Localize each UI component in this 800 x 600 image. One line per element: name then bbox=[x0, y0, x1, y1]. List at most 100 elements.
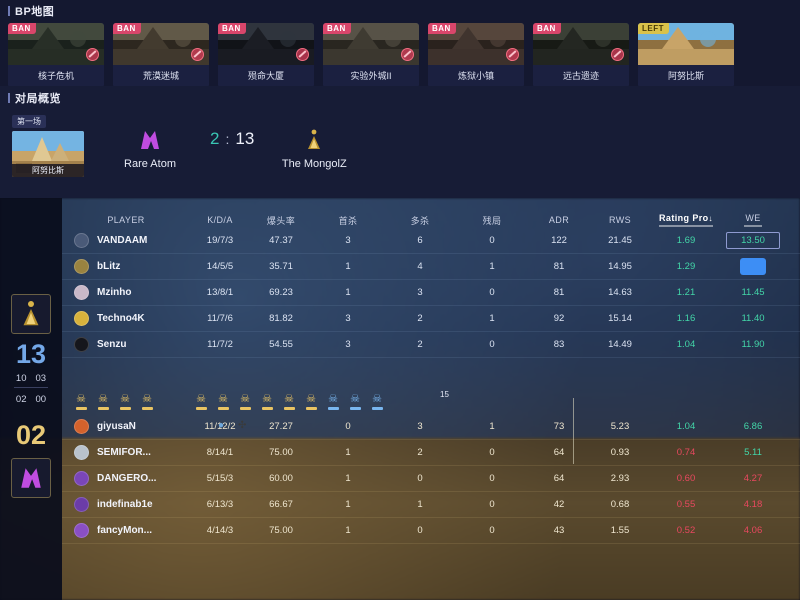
player-cell[interactable]: SEMIFOR... bbox=[62, 445, 190, 460]
timeline-round-3[interactable]: ☠ bbox=[136, 394, 158, 410]
rws-value: 21.45 bbox=[608, 235, 632, 246]
header-rws[interactable]: RWS bbox=[608, 215, 632, 225]
we-value: 6.86 bbox=[743, 421, 763, 432]
header-headshot-rate[interactable]: 爆头率 bbox=[266, 215, 296, 226]
player-cell[interactable]: DANGERO... bbox=[62, 471, 190, 486]
timeline-round-9[interactable]: ☠ bbox=[256, 394, 278, 410]
kda-value: 11/7/6 bbox=[207, 313, 233, 324]
we-cell bbox=[722, 258, 784, 275]
table-row[interactable]: Mzinho 13/8/1 69.23 1 3 0 81 14.63 1.21 11.45 bbox=[62, 280, 800, 306]
map-status-badge: BAN bbox=[323, 23, 351, 34]
player-cell[interactable]: Techno4K bbox=[62, 311, 190, 326]
overview-team-left-name: Rare Atom bbox=[124, 158, 176, 170]
header-clutch[interactable]: 残局 bbox=[482, 215, 502, 226]
kda-value: 8/14/1 bbox=[206, 447, 234, 458]
header-player[interactable]: PLAYER bbox=[107, 215, 145, 225]
game-number-tag: 第一场 bbox=[12, 115, 46, 128]
overview-map-thumbnail[interactable]: 阿努比斯 bbox=[12, 131, 84, 177]
timeline-round-12[interactable]: ☠ bbox=[322, 394, 344, 410]
first-kills-value: 1 bbox=[345, 473, 351, 484]
player-cell[interactable]: Mzinho bbox=[62, 285, 190, 300]
stats-table: PLAYER K/D/A 爆头率 首杀 多杀 残局 ADR RWS Rating… bbox=[62, 198, 800, 544]
kda-value: 19/7/3 bbox=[206, 235, 234, 246]
table-row[interactable]: bLitz 14/5/5 35.71 1 4 1 81 14.95 1.29 bbox=[62, 254, 800, 280]
player-cell[interactable]: VANDAAM bbox=[62, 233, 190, 248]
map-card-4[interactable]: BAN 炼狱小镇 bbox=[428, 23, 524, 87]
round-bar bbox=[75, 407, 87, 410]
rail-mongolz-logo bbox=[11, 294, 51, 334]
overview-score-right: 13 bbox=[235, 128, 255, 148]
rws-value: 5.23 bbox=[610, 421, 630, 432]
header-multi-kills[interactable]: 多杀 bbox=[410, 215, 430, 226]
timeline-round-2[interactable]: ☠ bbox=[114, 394, 136, 410]
we-value: 11.90 bbox=[741, 339, 765, 350]
table-row[interactable]: giyusaN 11/12/2 27.27 0 3 1 73 5.23 1.04 6.86 bbox=[62, 414, 800, 440]
clutch-value: 0 bbox=[489, 339, 495, 350]
sub-blue-icon[interactable]: ● bbox=[218, 420, 225, 431]
we-value-highlight-block[interactable] bbox=[740, 258, 766, 275]
map-status-badge: BAN bbox=[8, 23, 36, 34]
table-row[interactable]: Senzu 11/7/2 54.55 3 2 0 83 14.49 1.04 11.90 bbox=[62, 332, 800, 358]
overview-map-column: 第一场 阿努比斯 bbox=[6, 111, 92, 177]
map-name: 核子危机 bbox=[8, 65, 104, 87]
rws-value: 15.14 bbox=[608, 313, 632, 324]
timeline-round-8[interactable]: ☠ bbox=[234, 394, 256, 410]
map-card-6[interactable]: LEFT 阿努比斯 bbox=[638, 23, 734, 87]
rail-rare-atom-logo bbox=[11, 457, 51, 498]
header-rating-pro[interactable]: Rating Pro↓ bbox=[650, 213, 722, 227]
timeline-round-1[interactable]: ☠ bbox=[92, 394, 114, 410]
map-thumbnail: BAN bbox=[113, 23, 209, 65]
header-first-kills[interactable]: 首杀 bbox=[338, 215, 358, 226]
table-row[interactable]: VANDAAM 19/7/3 47.37 3 6 0 122 21.45 1.69 13.50 bbox=[62, 228, 800, 254]
map-thumbnail: BAN bbox=[323, 23, 419, 65]
rail-half-1a: 10 bbox=[15, 373, 27, 385]
overview-team-left[interactable]: Rare Atom bbox=[108, 127, 192, 170]
player-cell[interactable]: indefinab1e bbox=[62, 497, 190, 512]
headshot-rate-value: 35.71 bbox=[269, 261, 293, 272]
timeline-round-7[interactable]: ☠ bbox=[212, 394, 234, 410]
timeline-round-0[interactable]: ☠ bbox=[70, 394, 92, 410]
first-kills-value: 1 bbox=[345, 499, 351, 510]
round-win-icon: ☠ bbox=[372, 393, 382, 405]
header-adr[interactable]: ADR bbox=[548, 215, 570, 225]
rating-pro-value: 1.04 bbox=[676, 421, 696, 432]
header-we[interactable]: WE bbox=[722, 213, 784, 227]
rws-value: 14.49 bbox=[608, 339, 632, 350]
we-cell: 11.45 bbox=[722, 287, 784, 298]
sub-dark-icon[interactable]: ✣ bbox=[238, 420, 247, 431]
timeline-round-13[interactable]: ☠ bbox=[344, 394, 366, 410]
player-cell[interactable]: fancyMon... bbox=[62, 523, 190, 538]
we-value-selected[interactable]: 13.50 bbox=[726, 232, 780, 249]
no-entry-icon bbox=[296, 48, 309, 61]
clutch-value: 0 bbox=[489, 473, 495, 484]
table-row[interactable]: DANGERO... 5/15/3 60.00 1 0 0 64 2.93 0.60 4.27 bbox=[62, 466, 800, 492]
timeline-round-11[interactable]: ☠ bbox=[300, 394, 322, 410]
map-card-0[interactable]: BAN 核子危机 bbox=[8, 23, 104, 87]
table-row[interactable]: indefinab1e 6/13/3 66.67 1 1 0 42 0.68 0.55 4.18 bbox=[62, 492, 800, 518]
player-cell[interactable]: Senzu bbox=[62, 337, 190, 352]
timeline-round-14[interactable]: ☠ bbox=[366, 394, 388, 410]
player-cell[interactable]: bLitz bbox=[62, 259, 190, 274]
rws-value: 0.68 bbox=[610, 499, 630, 510]
table-row[interactable]: SEMIFOR... 8/14/1 75.00 1 2 0 64 0.93 0.74 5.11 bbox=[62, 440, 800, 466]
kda-value: 13/8/1 bbox=[206, 287, 234, 298]
timeline-round-6[interactable]: ☠ bbox=[190, 394, 212, 410]
player-cell[interactable]: giyusaN bbox=[62, 419, 190, 434]
kda-value: 14/5/5 bbox=[206, 261, 234, 272]
header-kda[interactable]: K/D/A bbox=[207, 215, 233, 225]
adr-value: 42 bbox=[553, 499, 565, 510]
map-card-5[interactable]: BAN 远古遗迹 bbox=[533, 23, 629, 87]
first-kills-value: 0 bbox=[345, 421, 351, 432]
map-card-2[interactable]: BAN 殒命大厦 bbox=[218, 23, 314, 87]
table-row[interactable]: fancyMon... 4/14/3 75.00 1 0 0 43 1.55 0.52 4.06 bbox=[62, 518, 800, 544]
round-bar bbox=[141, 407, 153, 410]
map-card-3[interactable]: BAN 实验外城II bbox=[323, 23, 419, 87]
round-bar bbox=[283, 407, 295, 410]
multi-kills-value: 2 bbox=[417, 313, 423, 324]
overview-team-right[interactable]: The MongolZ bbox=[272, 127, 356, 170]
map-card-1[interactable]: BAN 荒漠迷城 bbox=[113, 23, 209, 87]
avatar bbox=[74, 285, 89, 300]
overview-team-right-name: The MongolZ bbox=[281, 158, 347, 170]
timeline-round-10[interactable]: ☠ bbox=[278, 394, 300, 410]
table-row[interactable]: Techno4K 11/7/6 81.82 3 2 1 92 15.14 1.16 11.40 bbox=[62, 306, 800, 332]
